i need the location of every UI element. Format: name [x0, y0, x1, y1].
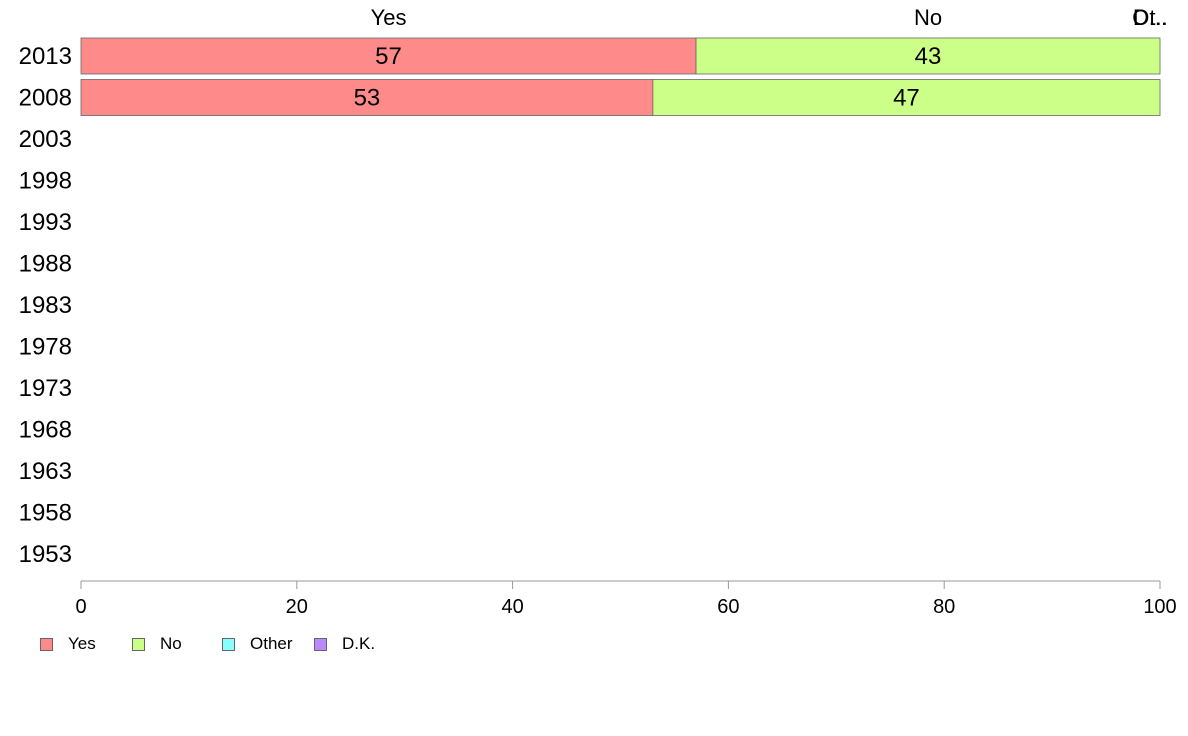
- legend-label-no: No: [160, 634, 182, 653]
- category-label: 1953: [19, 541, 72, 568]
- bar-segment: [652, 79, 1161, 116]
- category-labels: 2013 2008 2003 1998 1993 1988 1983 1978 1973 1968…: [19, 43, 72, 568]
- x-tick-label: 40: [501, 596, 523, 618]
- series-top-label: Yes: [371, 5, 407, 30]
- legend-label-yes: Yes: [68, 634, 96, 653]
- legend-swatch-dk: [314, 637, 327, 651]
- series-top-label: No: [914, 5, 942, 30]
- category-label: 1963: [19, 458, 72, 485]
- bar-value-label: 57: [375, 43, 402, 70]
- bar-segment: [80, 37, 697, 75]
- category-label: 2003: [19, 126, 72, 153]
- series-top-labels: Yes No Ot..D...: [371, 5, 1168, 30]
- category-label: 2008: [19, 85, 72, 112]
- x-tick-label: 80: [933, 596, 955, 618]
- series-top-label: Ot..: [1132, 5, 1167, 30]
- bar-value-label: 43: [915, 43, 942, 70]
- legend-item-dk: D.K.: [314, 634, 404, 654]
- legend-swatch-other: [222, 637, 235, 651]
- legend-item-no: No: [132, 634, 222, 654]
- category-label: 2013: [19, 43, 72, 70]
- bar-value-label: 53: [354, 85, 381, 112]
- category-label: 1978: [19, 334, 72, 361]
- x-tick-label: 60: [717, 596, 739, 618]
- x-tick-label: 100: [1143, 596, 1176, 618]
- x-axis: 0 20 40 60 80 100: [75, 580, 1177, 618]
- category-label: 1998: [19, 168, 72, 195]
- series-top-label: D...: [1133, 5, 1167, 30]
- bar-segment: [80, 79, 654, 116]
- category-label: 1988: [19, 251, 72, 278]
- x-tick-label: 20: [286, 596, 308, 618]
- category-label: 1958: [19, 500, 72, 527]
- legend-label-dk: D.K.: [342, 634, 376, 653]
- legend-swatch-yes: [40, 637, 53, 651]
- bars: 57 43 53 47: [80, 37, 1161, 116]
- bar-segment: [695, 37, 1161, 75]
- x-tick-label: 0: [75, 596, 86, 618]
- legend: Yes No Other D.K.: [40, 634, 404, 654]
- category-label: 1993: [19, 209, 72, 236]
- category-label: 1973: [19, 375, 72, 402]
- legend-label-other: Other: [250, 634, 293, 653]
- legend-item-yes: Yes: [40, 634, 132, 654]
- category-label: 1968: [19, 417, 72, 444]
- category-label: 1983: [19, 292, 72, 319]
- bar-value-label: 47: [893, 85, 920, 112]
- legend-swatch-no: [132, 637, 145, 651]
- legend-item-other: Other: [222, 634, 314, 654]
